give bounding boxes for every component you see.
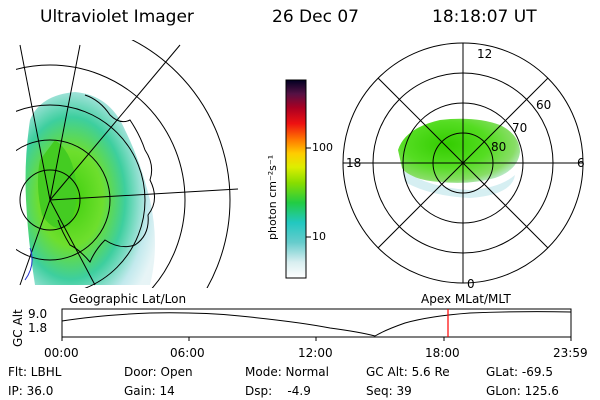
ip-readout: IP: 36.0 <box>8 384 54 398</box>
altitude-curve <box>61 311 572 337</box>
filter-readout: Flt: LBHL <box>8 365 62 379</box>
gain-readout: Gain: 14 <box>124 384 175 398</box>
timeline-y-tick-1: 1.8 <box>28 321 48 335</box>
mlt-label-right: 6 <box>577 156 585 170</box>
mode-readout: Mode: Normal <box>245 365 329 379</box>
mlt-label-left: 18 <box>346 156 362 170</box>
glat-readout: GLat: -69.5 <box>486 365 553 379</box>
door-readout: Door: Open <box>124 365 193 379</box>
timeline-x-tick-0600: 06:00 <box>170 346 205 360</box>
timeline-right-caption: Apex MLat/MLT <box>421 292 511 306</box>
timeline-left-caption: Geographic Lat/Lon <box>69 292 187 306</box>
lat-label-70: 70 <box>512 121 528 135</box>
mlt-label-bottom: 0 <box>467 277 475 291</box>
timeline-y-tick-9: 9.0 <box>28 307 48 321</box>
aurora-emission-polar <box>398 118 520 183</box>
time-label: 18:18:07 UT <box>432 7 537 27</box>
colorbar-tick-10: 10 <box>312 230 326 243</box>
timeline-x-tick-1800: 18:00 <box>425 346 460 360</box>
timeline-x-tick-1200: 12:00 <box>298 346 333 360</box>
gc-alt-readout: GC Alt: 5.6 Re <box>366 365 450 379</box>
seq-readout: Seq: 39 <box>366 384 412 398</box>
glon-readout: GLon: 125.6 <box>486 384 559 398</box>
dsp-readout: Dsp: -4.9 <box>245 384 311 398</box>
instrument-title: Ultraviolet Imager <box>40 7 194 27</box>
date-label: 26 Dec 07 <box>272 7 359 27</box>
lat-label-60: 60 <box>536 98 552 112</box>
colorbar-tick-100: 100 <box>312 141 333 154</box>
mlt-label-top: 12 <box>477 47 493 61</box>
timeline-x-tick-2359: 23:59 <box>553 346 588 360</box>
lat-label-80: 80 <box>491 140 507 154</box>
timeline-x-tick-0000: 00:00 <box>44 346 79 360</box>
coastline <box>57 94 155 263</box>
